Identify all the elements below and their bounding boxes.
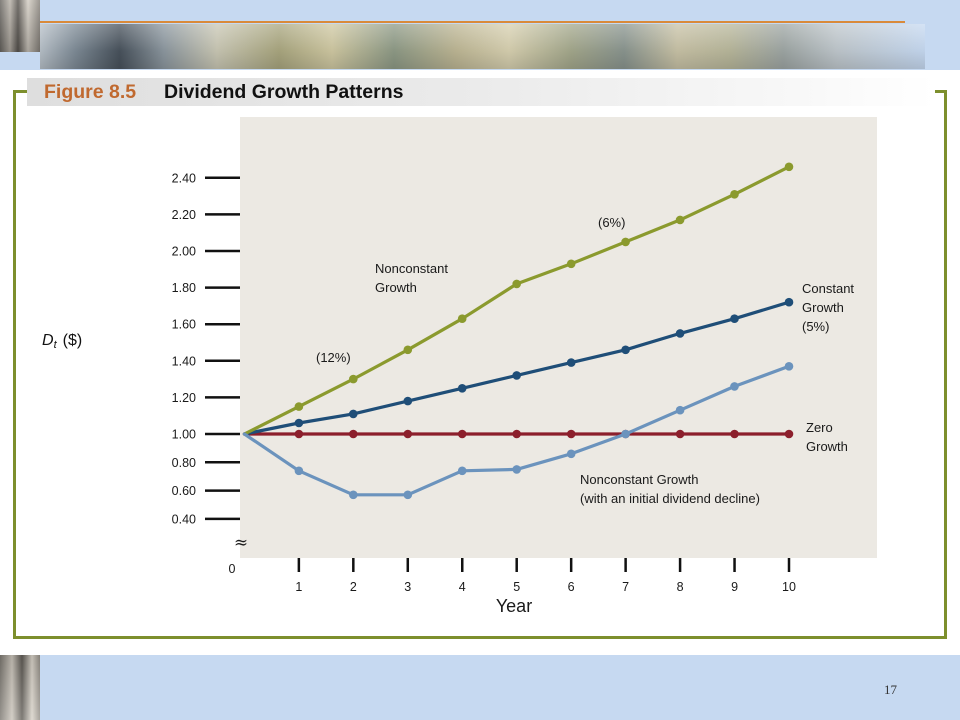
y-axis-title: Dt ($) [42, 332, 82, 351]
y-axis-title-subscript: t [53, 339, 57, 351]
figure-frame [13, 90, 947, 639]
y-axis-title-unit: ($) [62, 332, 83, 349]
bottom-left-photo [0, 655, 40, 720]
bottom-band [0, 655, 960, 720]
title-bar [27, 78, 935, 106]
top-left-photo [0, 0, 40, 52]
figure-title: Dividend Growth Patterns [164, 81, 404, 103]
header-photo-strip [40, 24, 925, 69]
figure-label: Figure 8.5 [44, 81, 137, 103]
accent-line [40, 21, 905, 23]
y-axis-title-symbol: D [42, 332, 54, 349]
page-number: 17 [884, 682, 897, 697]
